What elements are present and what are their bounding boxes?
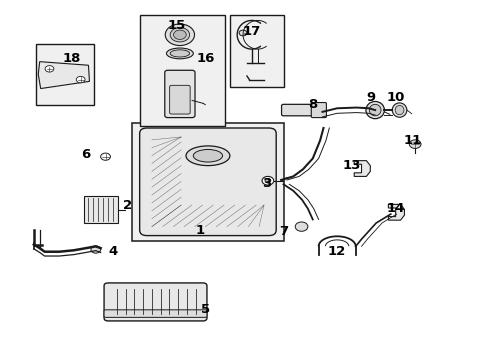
- Polygon shape: [38, 62, 89, 89]
- Text: 14: 14: [386, 202, 404, 215]
- FancyBboxPatch shape: [104, 283, 206, 321]
- FancyBboxPatch shape: [164, 70, 195, 118]
- FancyBboxPatch shape: [140, 128, 276, 235]
- Text: 4: 4: [108, 245, 117, 258]
- Circle shape: [76, 76, 85, 83]
- Circle shape: [45, 66, 54, 72]
- Ellipse shape: [365, 102, 384, 119]
- Bar: [83, 196, 118, 223]
- Ellipse shape: [193, 149, 222, 162]
- Polygon shape: [353, 161, 369, 176]
- Text: 13: 13: [342, 159, 360, 172]
- Text: 9: 9: [366, 91, 375, 104]
- Ellipse shape: [185, 146, 229, 166]
- Ellipse shape: [170, 50, 189, 57]
- Circle shape: [264, 179, 270, 183]
- FancyBboxPatch shape: [169, 85, 190, 114]
- Circle shape: [165, 24, 194, 45]
- Circle shape: [173, 30, 186, 40]
- Ellipse shape: [368, 104, 380, 116]
- Text: 12: 12: [327, 245, 346, 258]
- Text: 5: 5: [201, 303, 210, 316]
- Bar: [36, 44, 94, 105]
- Text: 7: 7: [278, 225, 287, 238]
- Text: 11: 11: [403, 134, 421, 147]
- Text: 16: 16: [196, 51, 214, 64]
- Bar: [132, 123, 283, 241]
- Text: 2: 2: [122, 199, 132, 212]
- Circle shape: [101, 153, 110, 160]
- Text: 1: 1: [196, 224, 205, 237]
- Text: 15: 15: [167, 19, 185, 32]
- Text: 10: 10: [386, 91, 404, 104]
- Text: 8: 8: [307, 98, 317, 111]
- Polygon shape: [387, 204, 404, 220]
- FancyBboxPatch shape: [104, 310, 206, 318]
- Text: 3: 3: [261, 177, 270, 190]
- FancyBboxPatch shape: [311, 103, 326, 118]
- Circle shape: [295, 222, 307, 231]
- Ellipse shape: [166, 48, 193, 59]
- Text: 18: 18: [62, 51, 81, 64]
- Circle shape: [262, 176, 273, 185]
- Circle shape: [170, 28, 189, 42]
- Bar: [229, 15, 283, 87]
- Text: 6: 6: [81, 148, 90, 161]
- Bar: [140, 15, 224, 126]
- Circle shape: [239, 30, 246, 36]
- Ellipse shape: [391, 103, 406, 117]
- Text: 17: 17: [242, 25, 261, 38]
- Circle shape: [408, 140, 420, 148]
- Ellipse shape: [394, 105, 403, 115]
- FancyBboxPatch shape: [281, 104, 314, 116]
- Circle shape: [91, 246, 101, 253]
